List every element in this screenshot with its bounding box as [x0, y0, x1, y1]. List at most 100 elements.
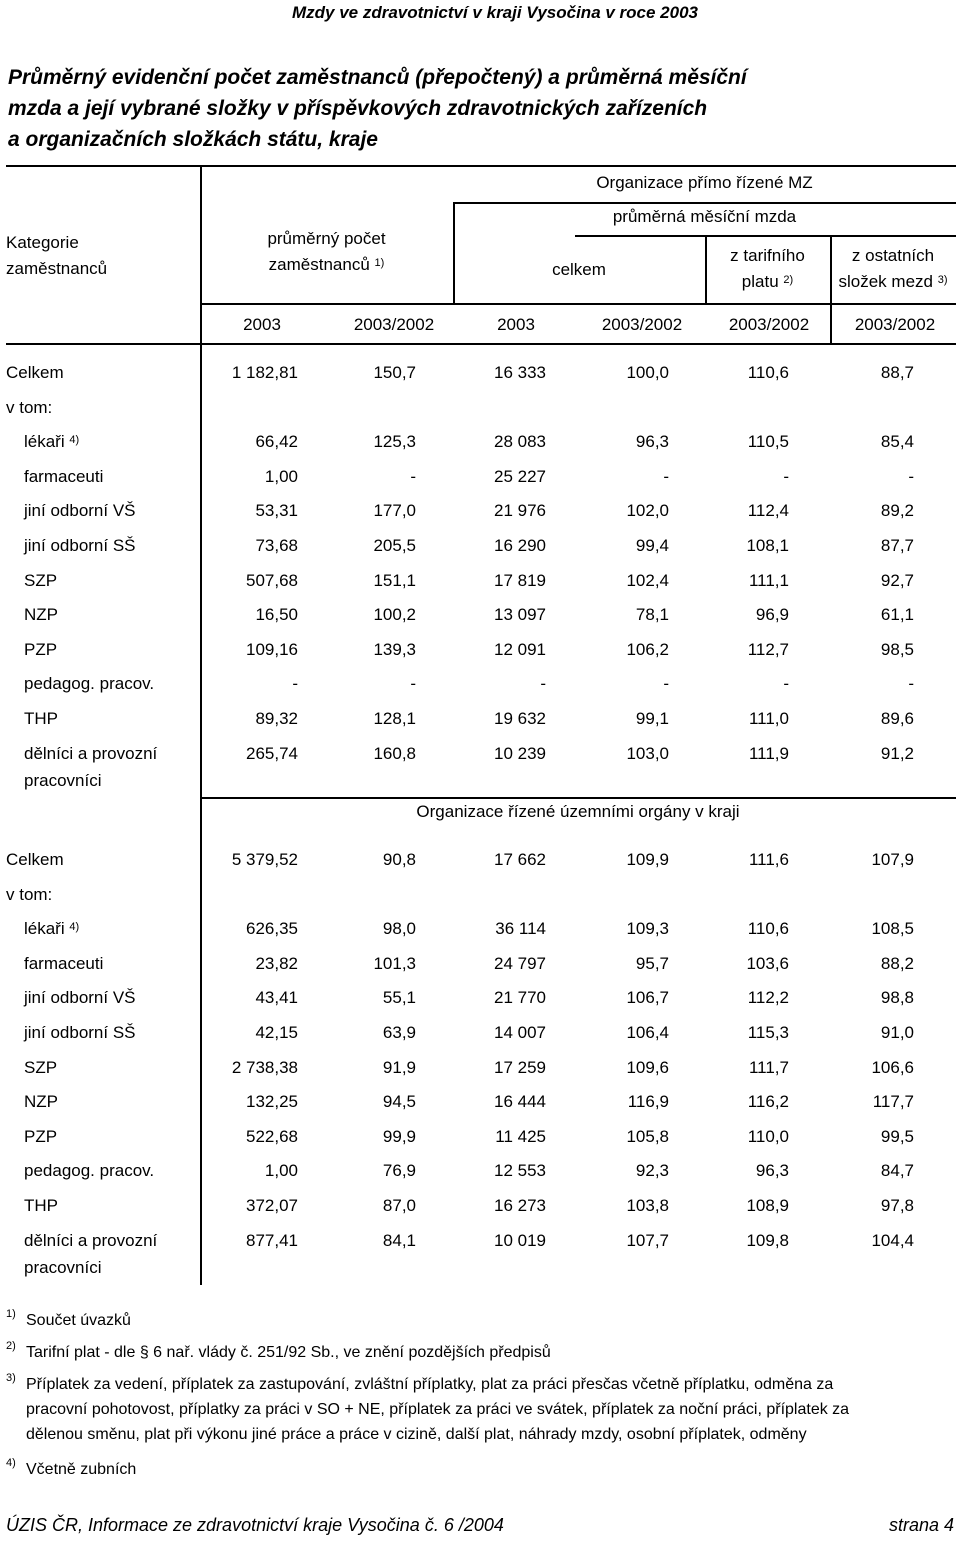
row-label: jiní odborní SŠ	[24, 536, 136, 555]
table-cell: 85,4	[880, 432, 914, 452]
table-cell: 96,3	[635, 432, 669, 452]
table-cell: 111,0	[748, 709, 789, 728]
header-year: 2003/2002	[854, 315, 936, 334]
row-label: dělníci a provozní pracovníci	[24, 743, 158, 790]
header-year: 2003/2002	[601, 315, 683, 334]
table-cell: 106,4	[626, 1023, 669, 1042]
table-cell: 91,0	[880, 1023, 914, 1042]
rule-col-tarif-2	[830, 303, 832, 343]
title-line: mzda a její vybrané složky v příspěvkový…	[8, 97, 708, 120]
table-cell: 109,6	[626, 1057, 669, 1077]
table-cell: 115,3	[747, 1023, 789, 1042]
table-cell: 89,2	[880, 501, 914, 521]
rule-mzda	[575, 235, 956, 237]
table-cell: 128,1	[373, 709, 416, 728]
table-cell: 110,0	[747, 1126, 789, 1146]
table-cell: 100,2	[373, 605, 416, 625]
table-cell: 107,7	[626, 1230, 669, 1250]
table-cell: 94,5	[382, 1092, 416, 1112]
header-year: 2003/2002	[728, 315, 810, 334]
footer-page: strana 4	[888, 1515, 954, 1535]
table-cell: 109,8	[746, 1230, 789, 1250]
row-label: PZP	[24, 639, 58, 659]
header-year: 2003	[497, 315, 535, 334]
table-cell: 89,32	[255, 709, 298, 728]
table-cell: 1 182,81	[231, 363, 298, 382]
table-cell: 372,07	[246, 1196, 298, 1215]
table-cell: 99,1	[635, 709, 669, 728]
header-org-mz: Organizace přímo řízené MZ	[596, 173, 813, 192]
header-celkem: celkem	[552, 260, 606, 279]
table-cell: 103,8	[626, 1196, 669, 1215]
table-cell: 100,0	[626, 363, 669, 382]
table-cell: 111,6	[748, 850, 789, 869]
table-cell: 205,5	[373, 536, 416, 555]
table-cell: 109,9	[626, 850, 669, 869]
table-cell: 91,9	[382, 1057, 416, 1077]
table-cell: -	[783, 674, 789, 694]
table-cell: 10 019	[494, 1230, 546, 1250]
table-cell: 116,2	[747, 1092, 789, 1112]
table-cell: 108,1	[746, 536, 789, 555]
table-cell: 99,9	[382, 1126, 416, 1146]
table-cell: 109,16	[246, 639, 298, 659]
table-cell: 106,7	[626, 988, 669, 1008]
table-cell: 19 632	[494, 709, 546, 728]
table-cell: 84,7	[880, 1161, 914, 1181]
table-cell: 99,4	[635, 536, 669, 555]
table-cell: 25 227	[494, 466, 546, 486]
table-cell: 87,7	[880, 536, 914, 555]
table-cell: 151,1	[373, 570, 416, 590]
footnote: 2) Tarifní plat - dle § 6 nař. vlády č. 2…	[6, 1340, 551, 1361]
table-cell: 12 553	[494, 1161, 546, 1181]
table-cell: 63,9	[382, 1023, 416, 1042]
table-cell: 111,9	[748, 743, 789, 763]
header-year: 2003	[243, 315, 281, 334]
table-cell: 24 797	[494, 953, 546, 973]
table-cell: 11 425	[495, 1126, 546, 1146]
table-cell: 626,35	[246, 919, 298, 939]
table-cell: 106,2	[626, 639, 669, 659]
table-cell: -	[410, 674, 416, 694]
footnote: 1) Součet úvazků	[6, 1308, 131, 1329]
table-cell: 2 738,38	[231, 1057, 298, 1077]
table-cell: 66,42	[255, 432, 298, 452]
header-tarif: z tarifního platu 2)	[730, 246, 805, 291]
header-ostatni: z ostatních složek mezd 3)	[838, 246, 948, 291]
table-cell: 522,68	[246, 1126, 298, 1146]
table-cell: 16 273	[494, 1196, 546, 1215]
row-label: jiní odborní VŠ	[24, 988, 136, 1008]
table-cell: 73,68	[255, 536, 298, 555]
table-cell: 108,9	[746, 1196, 789, 1215]
row-label: PZP	[24, 1126, 58, 1146]
table-cell: 5 379,52	[231, 850, 298, 869]
table-cell: 102,0	[626, 501, 669, 521]
rule-col-celkem	[705, 235, 707, 303]
table-cell: 507,68	[246, 570, 298, 590]
table-cell: 99,5	[880, 1126, 914, 1146]
table-cell: 21 770	[494, 988, 546, 1008]
table-cell: 16 290	[494, 536, 546, 555]
table-cell: 108,5	[871, 919, 914, 939]
table-cell: 90,8	[382, 850, 416, 869]
page-header: Mzdy ve zdravotnictví v kraji Vysočina v…	[292, 3, 698, 22]
table-cell: 125,3	[373, 432, 416, 452]
table-cell: 116,9	[627, 1092, 669, 1112]
row-label: THP	[24, 709, 58, 728]
table-cell: 89,6	[880, 709, 914, 728]
row-label: v tom:	[6, 397, 53, 417]
table-cell: 110,5	[747, 432, 789, 452]
rule-org	[453, 202, 956, 204]
row-label: Celkem	[6, 850, 64, 869]
table-cell: 160,8	[373, 743, 416, 763]
table-cell: 96,9	[755, 605, 789, 625]
row-label: pedagog. pracov.	[24, 1161, 155, 1181]
rule-head-mid	[200, 303, 956, 305]
table-cell: -	[783, 466, 789, 486]
table-cell: 96,3	[755, 1161, 789, 1181]
table-cell: -	[908, 674, 914, 694]
table-cell: 17 662	[494, 850, 546, 869]
table-cell: 102,4	[626, 570, 669, 590]
table-cell: 91,2	[880, 743, 914, 763]
table-cell: 12 091	[494, 639, 546, 659]
